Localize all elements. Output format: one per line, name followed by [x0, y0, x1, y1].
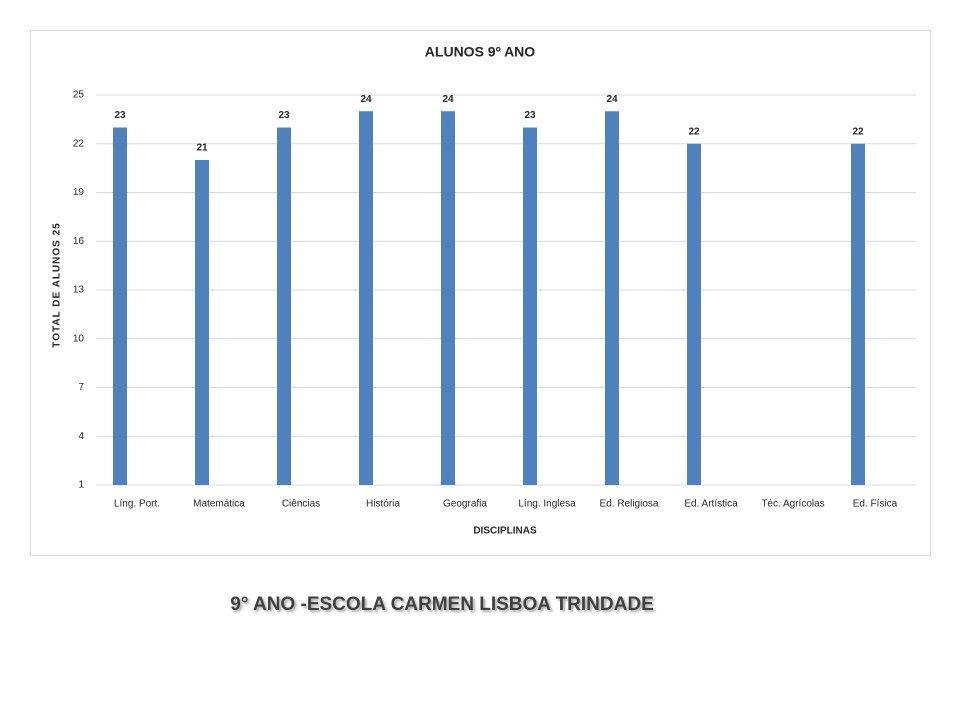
x-tick-label: Geografia: [443, 499, 487, 510]
y-tick-label: 13: [73, 285, 85, 296]
y-tick-label: 22: [73, 138, 85, 149]
bar: [687, 143, 701, 485]
data-label: 22: [852, 126, 864, 137]
bar: [523, 127, 537, 485]
y-tick-label: 16: [73, 236, 85, 247]
data-label: 23: [114, 110, 126, 121]
data-label: 22: [688, 126, 700, 137]
x-tick-label: Líng. Inglesa: [518, 499, 576, 510]
x-tick-label: Ed. Física: [853, 499, 898, 510]
data-label: 24: [360, 94, 372, 105]
x-tick-label: Líng. Port.: [114, 499, 160, 510]
data-label: 23: [278, 110, 290, 121]
bar: [851, 143, 865, 485]
y-tick-label: 1: [78, 480, 84, 491]
y-axis-title: TOTAL DE ALUNOS 25: [52, 222, 63, 347]
x-tick-label: História: [366, 499, 400, 510]
y-tick-label: 4: [78, 431, 84, 442]
x-axis-title: DISCIPLINAS: [473, 526, 537, 537]
x-tick-label: Ed. Religiosa: [600, 499, 659, 510]
y-tick-label: 25: [73, 90, 85, 101]
bar: [195, 160, 209, 485]
data-label: 24: [442, 94, 454, 105]
x-tick-label: Ed. Artística: [684, 499, 738, 510]
y-tick-label: 7: [78, 382, 84, 393]
bar: [113, 127, 127, 485]
y-tick-label: 10: [73, 333, 85, 344]
y-tick-label: 19: [73, 187, 85, 198]
caption: 9° ANO -ESCOLA CARMEN LISBOA TRINDADE: [230, 594, 654, 615]
bar: [359, 111, 373, 485]
data-label: 24: [606, 94, 618, 105]
x-tick-label: Téc. Agrícolas: [761, 499, 824, 510]
data-label: 23: [524, 110, 536, 121]
chart-title: ALUNOS 9º ANO: [425, 44, 535, 60]
x-tick-label: Ciências: [282, 499, 320, 510]
data-label: 21: [196, 143, 208, 154]
x-tick-label: Matemática: [193, 499, 245, 510]
chart-frame: [30, 30, 931, 556]
bar: [441, 111, 455, 485]
bar: [605, 111, 619, 485]
bar: [277, 127, 291, 485]
